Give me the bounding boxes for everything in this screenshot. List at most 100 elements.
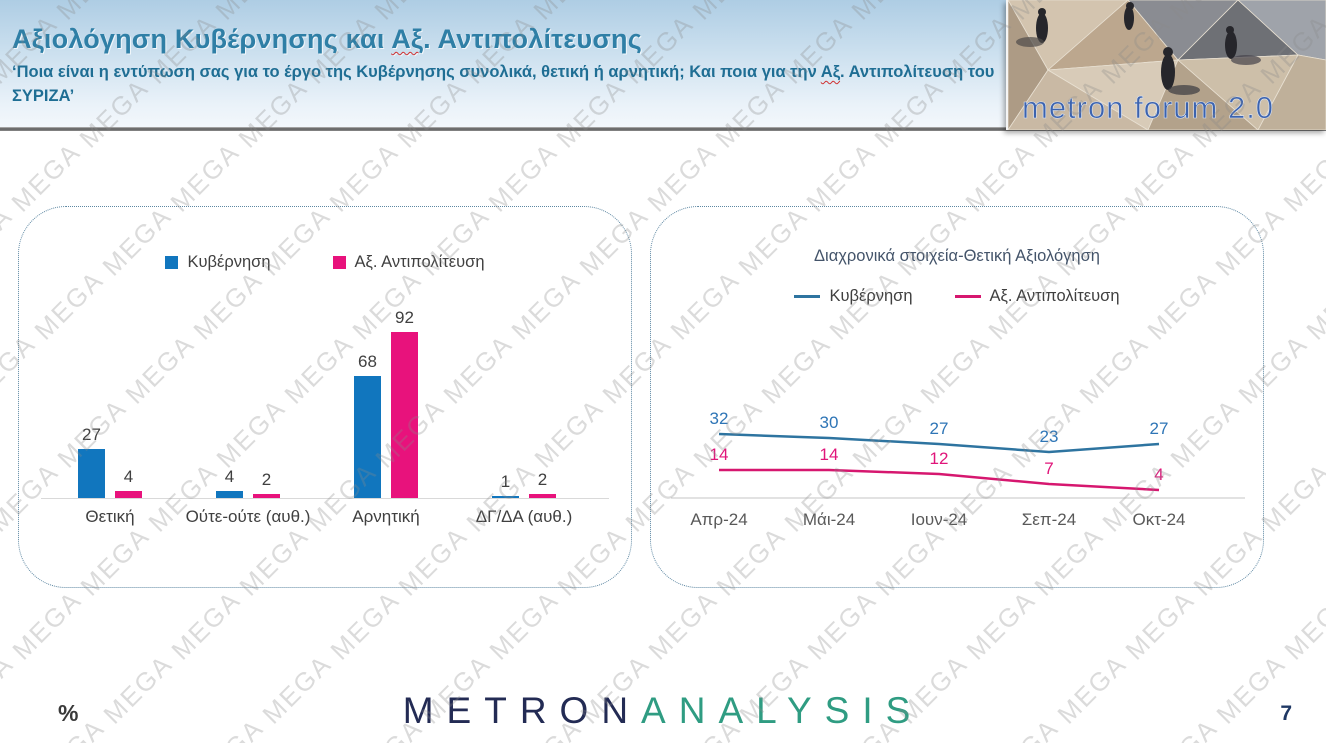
legend-label: Αξ. Αντιπολίτευση bbox=[354, 253, 485, 271]
legend-label: Αξ. Αντιπολίτευση bbox=[989, 287, 1120, 305]
watermark-text: MEGA bbox=[483, 584, 565, 666]
legend-swatch-icon bbox=[165, 256, 179, 269]
bar-chart-legend: Κυβέρνηση Αξ. Αντιπολίτευση bbox=[19, 253, 631, 272]
bar-wrap: 92 bbox=[391, 298, 418, 498]
bar-value-label: 2 bbox=[537, 470, 548, 490]
subtitle-text-flagged: Αξ bbox=[820, 63, 841, 81]
legend-item-opposition: Αξ. Αντιπολίτευση bbox=[332, 253, 485, 272]
bar-wrap: 2 bbox=[529, 298, 556, 498]
page-title: Αξιολόγηση Κυβέρνησης και Αξ. Αντιπολίτε… bbox=[12, 24, 997, 55]
watermark-text: MEGA bbox=[0, 200, 19, 282]
watermark-text: MEGA bbox=[1119, 584, 1201, 666]
point-value-label: 7 bbox=[1044, 459, 1053, 478]
legend-line-icon bbox=[794, 295, 821, 298]
point-value-label: 14 bbox=[710, 445, 729, 464]
subtitle-text: . Αντιπολίτευση του ΣΥΡΙΖΑ’ bbox=[12, 63, 995, 105]
subtitle-text: ‘Ποια είναι η εντύπωση σας για το έργο τ… bbox=[12, 63, 821, 81]
line-chart-plot: 32 30 27 23 27 14 14 12 7 4 Απρ-24 Μάι-24 Ιουν-24 Σεπ… bbox=[671, 409, 1245, 529]
bar-opposition bbox=[115, 490, 142, 498]
page-number: 7 bbox=[1280, 702, 1292, 725]
bar-wrap: 4 bbox=[115, 298, 142, 498]
metron-forum-photo: metron forum 2.0 bbox=[1008, 0, 1326, 130]
category-label: Θετική bbox=[85, 507, 135, 526]
bar-opposition bbox=[529, 494, 556, 498]
header-text: Αξιολόγηση Κυβέρνησης και Αξ. Αντιπολίτε… bbox=[12, 24, 997, 109]
watermark-text: MEGA bbox=[960, 584, 1042, 666]
point-value-label: 32 bbox=[710, 409, 729, 428]
bar-government bbox=[216, 490, 243, 498]
title-text-flagged: Αξ bbox=[391, 24, 424, 54]
bar-wrap: 1 bbox=[492, 298, 519, 498]
metron-forum-logo: metron forum 2.0 bbox=[1006, 0, 1326, 130]
line-chart-panel: Διαχρονικά στοιχεία-Θετική Αξιολόγηση Κυ… bbox=[650, 206, 1264, 588]
watermark-text: MEGA bbox=[324, 584, 406, 666]
x-tick-label: Οκτ-24 bbox=[1132, 510, 1185, 529]
people-silhouettes bbox=[1016, 2, 1261, 95]
legend-swatch-icon bbox=[332, 256, 346, 269]
bar-group: 68 92 bbox=[317, 298, 455, 498]
bar-group: 27 4 bbox=[41, 298, 179, 498]
watermark-text: MEGA bbox=[1300, 264, 1326, 346]
bar-value-label: 4 bbox=[123, 466, 134, 486]
bar-wrap: 2 bbox=[253, 298, 280, 498]
bar-opposition bbox=[253, 494, 280, 498]
point-value-label: 27 bbox=[1150, 419, 1169, 438]
line-chart-legend: Κυβέρνηση Αξ. Αντιπολίτευση bbox=[651, 287, 1263, 306]
x-tick-label: Μάι-24 bbox=[803, 510, 855, 529]
point-value-label: 12 bbox=[930, 449, 949, 468]
point-value-label: 30 bbox=[820, 413, 839, 432]
watermark-text: MEGA bbox=[1277, 136, 1326, 218]
bar-government bbox=[492, 496, 519, 498]
legend-label: Κυβέρνηση bbox=[829, 287, 913, 305]
point-value-label: 27 bbox=[930, 419, 949, 438]
point-value-label: 14 bbox=[820, 445, 839, 464]
watermark-text: MEGA bbox=[1255, 456, 1326, 538]
watermark-text: MEGA bbox=[642, 584, 724, 666]
line-series-opposition bbox=[719, 468, 1160, 492]
bar-value-label: 2 bbox=[261, 470, 272, 490]
bar-chart-axis-line bbox=[41, 498, 609, 499]
bar-value-label: 68 bbox=[358, 351, 377, 371]
category-label: ΔΓ/ΔΑ (αυθ.) bbox=[475, 507, 573, 526]
category-label: Αρνητική bbox=[352, 507, 420, 526]
watermark-text: MEGA bbox=[165, 584, 247, 666]
category-label: Ούτε-ούτε (αυθ.) bbox=[185, 507, 311, 526]
title-text: Αξιολόγηση Κυβέρνησης και bbox=[12, 24, 392, 54]
bar-opposition bbox=[391, 332, 418, 498]
x-tick-label: Ιουν-24 bbox=[911, 510, 968, 529]
bar-value-label: 27 bbox=[82, 425, 101, 445]
line-series-government bbox=[718, 432, 1160, 454]
bar-government bbox=[354, 375, 381, 498]
point-value-label: 4 bbox=[1154, 465, 1163, 484]
watermark-text: MEGA bbox=[6, 584, 88, 666]
legend-item-government: Κυβέρνηση bbox=[794, 287, 913, 306]
metron-analysis-logo: METRONANALYSIS bbox=[0, 690, 1326, 732]
x-tick-label: Απρ-24 bbox=[690, 510, 747, 529]
brand-analysis: ANALYSIS bbox=[641, 690, 924, 731]
x-tick-label: Σεπ-24 bbox=[1022, 510, 1076, 529]
bar-wrap: 68 bbox=[354, 298, 381, 498]
percent-note: % bbox=[58, 700, 79, 726]
watermark-text: MEGA bbox=[801, 584, 883, 666]
bar-value-label: 4 bbox=[224, 466, 235, 486]
bar-wrap: 4 bbox=[216, 298, 243, 498]
point-value-label: 23 bbox=[1040, 427, 1059, 446]
brand-metron: METRON bbox=[402, 690, 642, 731]
metron-forum-logo-text: metron forum 2.0 bbox=[1022, 90, 1274, 125]
bar-wrap: 27 bbox=[78, 298, 105, 498]
legend-label: Κυβέρνηση bbox=[187, 253, 271, 271]
bar-chart-panel: Κυβέρνηση Αξ. Αντιπολίτευση 27 4 4 2 68 92 1 2 Θ… bbox=[18, 206, 632, 588]
bar-chart-plot: 27 4 4 2 68 92 1 2 bbox=[41, 298, 593, 498]
legend-line-icon bbox=[954, 295, 981, 298]
watermark-text: MEGA bbox=[1278, 584, 1326, 666]
page-subtitle: ‘Ποια είναι η εντύπωση σας για το έργο τ… bbox=[12, 61, 997, 109]
legend-item-opposition: Αξ. Αντιπολίτευση bbox=[954, 287, 1120, 306]
bar-chart-category-labels: Θετική Ούτε-ούτε (αυθ.) Αρνητική ΔΓ/ΔΑ (αυθ… bbox=[41, 507, 593, 527]
title-text: . Αντιπολίτευσης bbox=[423, 24, 642, 54]
legend-item-government: Κυβέρνηση bbox=[165, 253, 271, 272]
bar-government bbox=[78, 449, 105, 498]
bar-value-label: 1 bbox=[500, 472, 511, 492]
